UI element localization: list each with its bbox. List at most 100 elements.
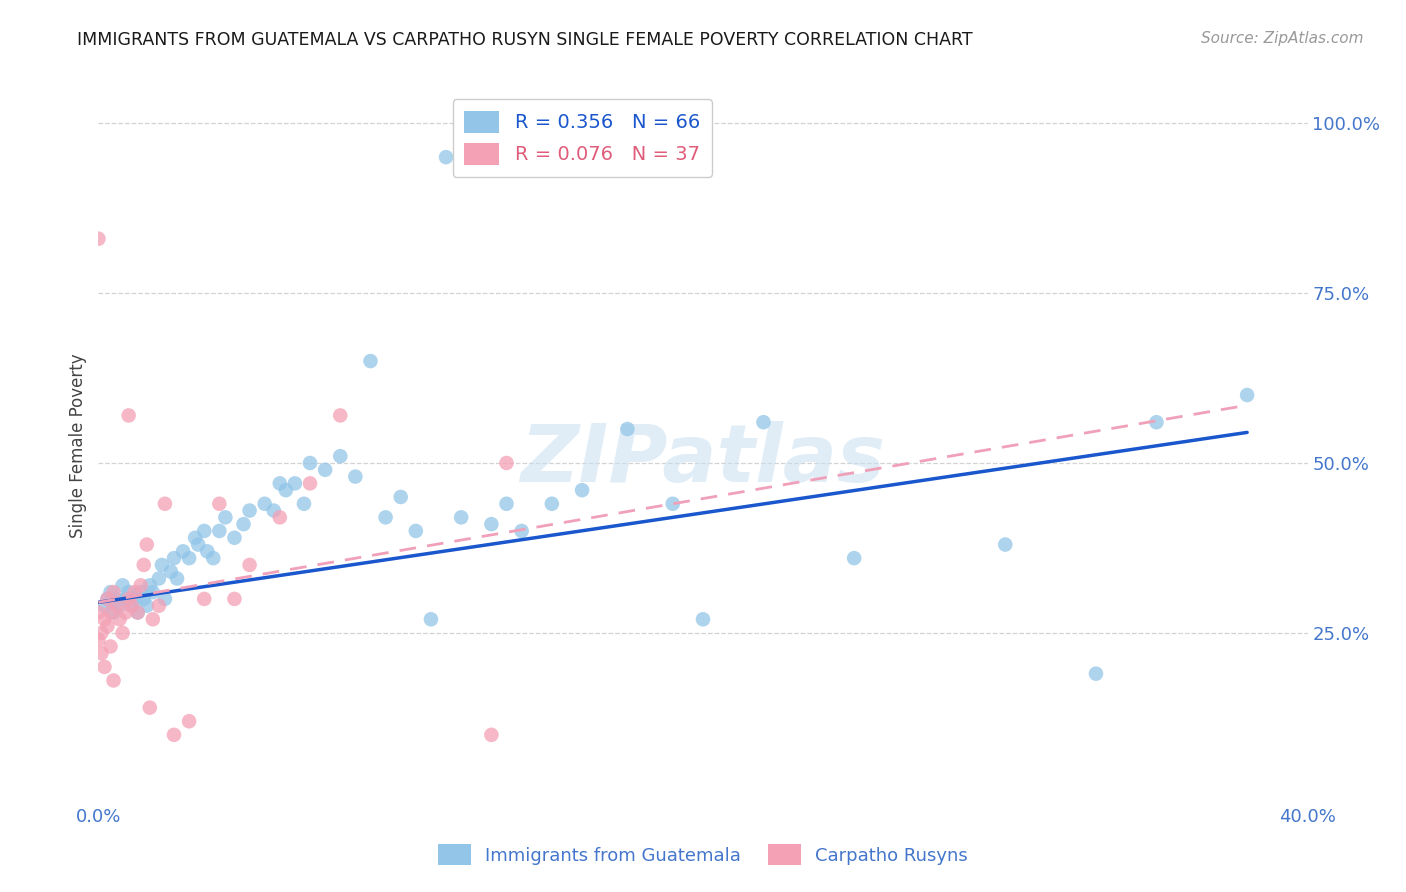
Point	[153, 591, 176, 606]
Point	[179, 551, 201, 566]
Point	[389, 490, 412, 504]
Text: Source: ZipAtlas.com: Source: ZipAtlas.com	[1201, 31, 1364, 46]
Point	[105, 591, 128, 606]
Point	[434, 150, 457, 164]
Point	[87, 232, 110, 246]
Point	[132, 558, 155, 572]
Point	[135, 537, 157, 551]
Point	[124, 585, 146, 599]
Text: ZIPatlas: ZIPatlas	[520, 421, 886, 500]
Point	[111, 578, 134, 592]
Point	[208, 524, 231, 538]
Point	[269, 510, 291, 524]
Point	[127, 606, 149, 620]
Point	[195, 544, 218, 558]
Point	[142, 585, 165, 599]
Text: IMMIGRANTS FROM GUATEMALA VS CARPATHO RUSYN SINGLE FEMALE POVERTY CORRELATION CH: IMMIGRANTS FROM GUATEMALA VS CARPATHO RU…	[77, 31, 973, 49]
Point	[360, 354, 382, 368]
Point	[752, 415, 775, 429]
Point	[148, 572, 170, 586]
Point	[994, 537, 1017, 551]
Legend: R = 0.356   N = 66, R = 0.076   N = 37: R = 0.356 N = 66, R = 0.076 N = 37	[453, 99, 711, 177]
Point	[129, 578, 152, 592]
Point	[87, 632, 110, 647]
Point	[329, 449, 352, 463]
Point	[100, 585, 122, 599]
Point	[150, 558, 173, 572]
Point	[179, 714, 201, 729]
Point	[193, 591, 215, 606]
Point	[103, 606, 125, 620]
Point	[118, 591, 141, 606]
Point	[405, 524, 427, 538]
Point	[232, 517, 254, 532]
Point	[1144, 415, 1167, 429]
Point	[100, 640, 122, 654]
Point	[616, 422, 638, 436]
Point	[187, 537, 209, 551]
Point	[96, 619, 118, 633]
Point	[1236, 388, 1258, 402]
Point	[420, 612, 443, 626]
Point	[1085, 666, 1108, 681]
Point	[121, 599, 143, 613]
Point	[481, 728, 503, 742]
Point	[224, 591, 246, 606]
Y-axis label: Single Female Poverty: Single Female Poverty	[69, 354, 87, 538]
Point	[239, 558, 262, 572]
Point	[118, 585, 141, 599]
Point	[481, 517, 503, 532]
Point	[93, 612, 115, 626]
Point	[124, 591, 146, 606]
Point	[292, 497, 315, 511]
Point	[90, 626, 112, 640]
Point	[374, 510, 396, 524]
Point	[127, 606, 149, 620]
Point	[148, 599, 170, 613]
Point	[160, 565, 183, 579]
Point	[193, 524, 215, 538]
Point	[139, 700, 162, 714]
Point	[103, 673, 125, 688]
Point	[166, 572, 188, 586]
Point	[284, 476, 307, 491]
Point	[103, 585, 125, 599]
Point	[163, 551, 186, 566]
Point	[329, 409, 352, 423]
Point	[100, 606, 122, 620]
Point	[692, 612, 714, 626]
Point	[314, 463, 336, 477]
Point	[118, 409, 141, 423]
Point	[184, 531, 207, 545]
Point	[239, 503, 262, 517]
Point	[111, 626, 134, 640]
Point	[108, 612, 131, 626]
Point	[163, 728, 186, 742]
Point	[510, 524, 533, 538]
Point	[108, 599, 131, 613]
Point	[495, 497, 517, 511]
Point	[96, 591, 118, 606]
Point	[263, 503, 285, 517]
Point	[495, 456, 517, 470]
Point	[139, 578, 162, 592]
Point	[90, 646, 112, 660]
Point	[450, 510, 472, 524]
Legend: Immigrants from Guatemala, Carpatho Rusyns: Immigrants from Guatemala, Carpatho Rusy…	[432, 837, 974, 872]
Point	[135, 599, 157, 613]
Point	[344, 469, 367, 483]
Point	[114, 591, 136, 606]
Point	[208, 497, 231, 511]
Point	[661, 497, 683, 511]
Point	[142, 612, 165, 626]
Point	[172, 544, 194, 558]
Point	[121, 599, 143, 613]
Point	[129, 585, 152, 599]
Point	[96, 591, 118, 606]
Point	[299, 476, 322, 491]
Point	[114, 606, 136, 620]
Point	[214, 510, 236, 524]
Point	[571, 483, 593, 498]
Point	[299, 456, 322, 470]
Point	[93, 660, 115, 674]
